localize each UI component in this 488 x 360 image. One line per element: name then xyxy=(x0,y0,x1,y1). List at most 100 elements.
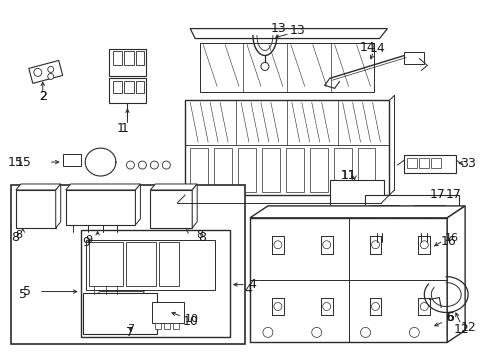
Text: 8: 8 xyxy=(198,231,206,244)
Bar xyxy=(152,302,184,323)
Bar xyxy=(62,154,81,166)
Text: 12: 12 xyxy=(452,323,468,336)
Bar xyxy=(364,195,458,283)
Text: 13: 13 xyxy=(289,24,305,37)
Bar xyxy=(108,49,146,76)
Bar xyxy=(126,242,156,285)
Bar xyxy=(185,100,388,195)
Bar xyxy=(164,323,170,329)
Bar xyxy=(357,148,375,192)
Text: 6: 6 xyxy=(446,311,453,324)
Text: 14: 14 xyxy=(369,42,385,55)
Circle shape xyxy=(273,302,281,310)
Polygon shape xyxy=(16,184,61,190)
Bar xyxy=(150,190,192,228)
Text: 4: 4 xyxy=(244,283,251,296)
Circle shape xyxy=(408,328,419,337)
Text: 12: 12 xyxy=(460,321,476,334)
Text: 15: 15 xyxy=(16,156,32,168)
Text: 6: 6 xyxy=(445,311,452,324)
Polygon shape xyxy=(65,184,140,190)
Bar xyxy=(404,53,424,64)
Text: 3: 3 xyxy=(459,157,467,170)
Circle shape xyxy=(322,302,330,310)
Bar xyxy=(214,148,232,192)
Bar xyxy=(262,148,279,192)
Text: 8: 8 xyxy=(196,230,203,240)
Circle shape xyxy=(150,161,158,169)
Bar xyxy=(394,257,402,271)
Circle shape xyxy=(126,161,134,169)
Text: 1: 1 xyxy=(116,122,124,135)
Circle shape xyxy=(34,68,41,76)
Bar xyxy=(238,148,255,192)
Text: 7: 7 xyxy=(126,324,134,334)
Text: 2: 2 xyxy=(39,90,47,103)
Circle shape xyxy=(162,161,170,169)
Circle shape xyxy=(420,302,427,310)
Bar xyxy=(404,155,455,173)
Circle shape xyxy=(138,161,146,169)
Polygon shape xyxy=(249,206,464,218)
Bar xyxy=(95,298,140,328)
Bar xyxy=(419,158,428,168)
Bar xyxy=(124,51,134,66)
Bar xyxy=(309,148,327,192)
Text: 5: 5 xyxy=(19,288,27,301)
Circle shape xyxy=(263,328,272,337)
Bar xyxy=(413,289,435,328)
Text: 10: 10 xyxy=(185,314,199,324)
Text: 17: 17 xyxy=(428,188,444,202)
Text: 1: 1 xyxy=(120,122,128,135)
Bar xyxy=(108,78,146,103)
Bar xyxy=(112,81,122,93)
Bar xyxy=(405,257,412,271)
Bar xyxy=(416,294,424,319)
Bar xyxy=(155,323,161,329)
Bar xyxy=(136,81,144,93)
Polygon shape xyxy=(447,206,464,342)
Bar xyxy=(430,158,440,168)
Text: 16: 16 xyxy=(439,235,455,248)
Circle shape xyxy=(261,62,268,71)
Bar xyxy=(190,148,208,192)
Circle shape xyxy=(322,241,330,249)
Bar xyxy=(346,210,354,216)
Text: 10: 10 xyxy=(182,315,198,328)
Bar xyxy=(428,208,438,226)
Polygon shape xyxy=(249,218,447,342)
Bar xyxy=(159,242,179,285)
Polygon shape xyxy=(56,184,61,228)
Text: 15: 15 xyxy=(8,156,24,168)
Bar xyxy=(373,242,390,254)
Bar xyxy=(136,51,144,66)
Text: 3: 3 xyxy=(466,157,474,170)
Circle shape xyxy=(273,241,281,249)
Text: 9: 9 xyxy=(85,235,92,245)
Polygon shape xyxy=(190,28,386,39)
Text: 5: 5 xyxy=(23,285,31,298)
Circle shape xyxy=(420,241,427,249)
Text: 13: 13 xyxy=(270,22,286,35)
Circle shape xyxy=(48,73,54,80)
Text: 14: 14 xyxy=(359,41,375,54)
Bar xyxy=(329,180,384,210)
Bar xyxy=(369,205,399,233)
Bar xyxy=(416,208,427,226)
Bar xyxy=(390,255,419,275)
Bar xyxy=(16,190,56,228)
Text: 16: 16 xyxy=(444,233,458,243)
Bar xyxy=(173,323,179,329)
Bar xyxy=(333,148,351,192)
Bar xyxy=(11,185,244,345)
Bar xyxy=(384,208,394,226)
Bar xyxy=(81,230,229,337)
Bar xyxy=(419,265,436,279)
Bar xyxy=(372,208,382,226)
Bar xyxy=(88,242,123,285)
Bar xyxy=(372,210,380,216)
Circle shape xyxy=(360,328,370,337)
Polygon shape xyxy=(192,184,197,228)
Bar xyxy=(407,158,416,168)
Text: 17: 17 xyxy=(444,188,460,202)
